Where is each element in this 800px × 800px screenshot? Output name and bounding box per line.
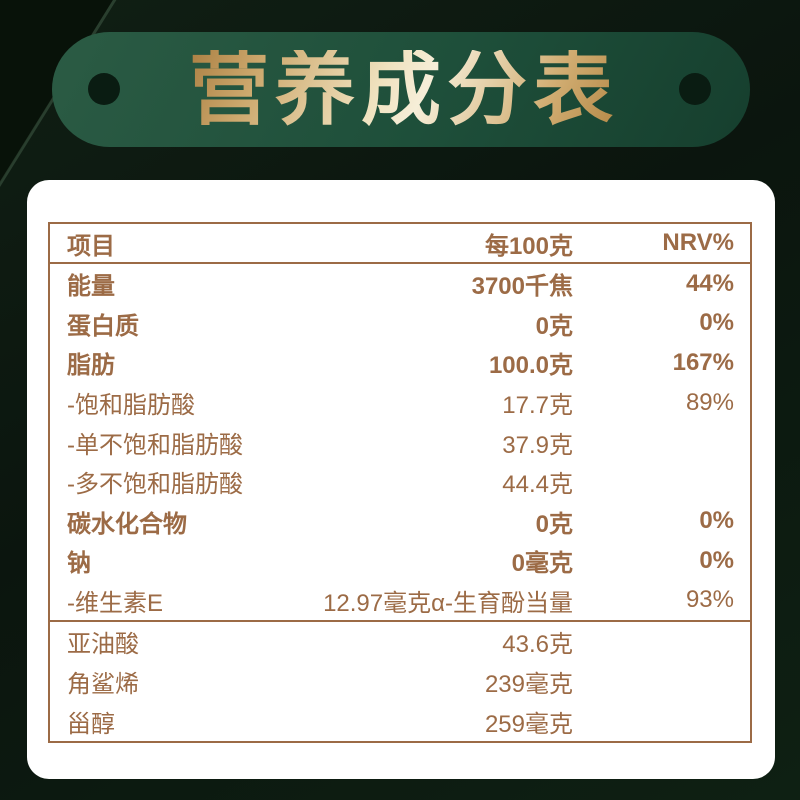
- table-row: 角鲨烯 239毫克: [50, 662, 750, 702]
- table-row: 脂肪 100.0克 167%: [50, 343, 750, 383]
- row-nrv-value: 89%: [685, 388, 734, 416]
- row-value: 0毫克: [511, 550, 573, 578]
- row-item-label: -维生素E: [67, 589, 163, 617]
- row-value: 259毫克: [484, 710, 573, 738]
- row-item-label: 脂肪: [67, 352, 115, 380]
- row-item-label: 亚油酸: [67, 631, 139, 659]
- page-title: 营养成分表: [183, 49, 619, 130]
- row-value: 100.0克: [488, 352, 573, 380]
- row-value: 0克: [535, 510, 573, 538]
- table-row: -维生素E 12.97毫克α-生育酚当量 93%: [50, 581, 750, 621]
- row-item-label: 角鲨烯: [67, 671, 139, 699]
- row-value: 12.97毫克α-生育酚当量: [323, 589, 573, 617]
- nutrition-table-body: 能量 3700千焦 44% 蛋白质 0克 0% 脂肪 100.0克 167% -…: [50, 264, 750, 741]
- table-row: 蛋白质 0克 0%: [50, 304, 750, 344]
- header-per100g-label: 每100克: [484, 232, 573, 260]
- row-nrv-value: 0%: [699, 546, 734, 574]
- table-row: -饱和脂肪酸 17.7克 89%: [50, 383, 750, 423]
- row-item-label: -饱和脂肪酸: [67, 392, 195, 420]
- title-banner: 营养成分表: [52, 32, 750, 147]
- row-nrv-value: 0%: [699, 507, 734, 535]
- row-nrv-value: 93%: [685, 586, 734, 614]
- row-nrv-value: 0%: [699, 309, 734, 337]
- row-item-label: 碳水化合物: [67, 510, 187, 538]
- row-item-label: -多不饱和脂肪酸: [67, 471, 243, 499]
- header-item-label: 项目: [67, 232, 115, 260]
- row-value: 3700千焦: [471, 273, 573, 301]
- table-row: -单不饱和脂肪酸 37.9克: [50, 422, 750, 462]
- table-row: -多不饱和脂肪酸 44.4克: [50, 462, 750, 502]
- row-value: 17.7克: [502, 392, 573, 420]
- table-row: 钠 0毫克 0%: [50, 541, 750, 581]
- table-row: 能量 3700千焦 44%: [50, 264, 750, 304]
- row-value: 37.9克: [502, 431, 573, 459]
- nutrition-table: 项目 每100克 NRV% 能量 3700千焦 44% 蛋白质 0克 0% 脂肪…: [48, 222, 752, 743]
- banner-dot-left-icon: [88, 73, 120, 105]
- table-row: 碳水化合物 0克 0%: [50, 501, 750, 541]
- banner-dot-right-icon: [679, 73, 711, 105]
- row-item-label: 蛋白质: [67, 312, 139, 340]
- table-row: 甾醇 259毫克: [50, 701, 750, 741]
- row-item-label: -单不饱和脂肪酸: [67, 431, 243, 459]
- row-value: 239毫克: [484, 671, 573, 699]
- row-nrv-value: 167%: [672, 348, 734, 376]
- nutrition-card: 项目 每100克 NRV% 能量 3700千焦 44% 蛋白质 0克 0% 脂肪…: [27, 180, 775, 779]
- table-header-row: 项目 每100克 NRV%: [50, 224, 750, 264]
- row-nrv-value: 44%: [685, 269, 734, 297]
- row-item-label: 甾醇: [67, 710, 115, 738]
- row-value: 44.4克: [502, 471, 573, 499]
- header-nrv-label: NRV%: [662, 229, 734, 256]
- table-row: 亚油酸 43.6克: [50, 620, 750, 662]
- row-item-label: 能量: [67, 273, 115, 301]
- row-value: 43.6克: [502, 631, 573, 659]
- row-value: 0克: [535, 312, 573, 340]
- row-item-label: 钠: [67, 550, 91, 578]
